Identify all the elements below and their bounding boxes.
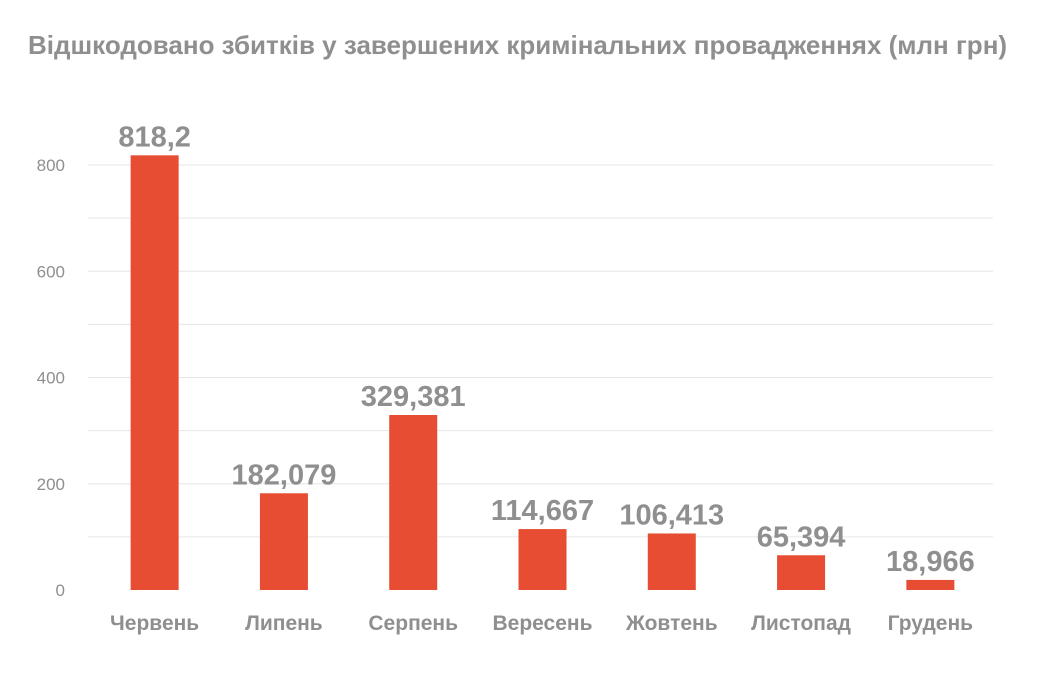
y-tick-label: 0: [56, 581, 65, 600]
data-label: 106,413: [619, 499, 724, 531]
y-tick-label: 800: [37, 156, 65, 175]
bar-2: [259, 493, 308, 590]
x-tick-label: Серпень: [368, 612, 458, 635]
data-label: 18,966: [886, 546, 975, 578]
y-tick-label: 200: [37, 475, 65, 494]
chart-title: Відшкодовано збитків у завершених кримін…: [28, 30, 1008, 60]
data-label: 818,2: [118, 121, 191, 153]
data-label: 114,667: [491, 495, 594, 527]
bar-7: [906, 579, 955, 590]
x-tick-label: Жовтень: [625, 612, 718, 635]
y-tick-label: 600: [37, 262, 65, 281]
x-tick-label: Грудень: [888, 612, 974, 635]
bar-4: [518, 529, 567, 590]
x-tick-label: Листопад: [751, 612, 851, 635]
bar-5: [647, 533, 696, 590]
x-tick-label: Липень: [245, 612, 323, 635]
bar-6: [777, 555, 826, 590]
y-tick-label: 400: [37, 369, 65, 388]
bar-3: [389, 415, 438, 590]
x-tick-label: Червень: [110, 612, 199, 635]
data-label: 329,381: [361, 381, 466, 413]
bar-1: [130, 155, 179, 591]
x-tick-label: Вересень: [492, 612, 592, 635]
data-label: 182,079: [232, 459, 337, 491]
data-label: 65,394: [757, 521, 846, 553]
